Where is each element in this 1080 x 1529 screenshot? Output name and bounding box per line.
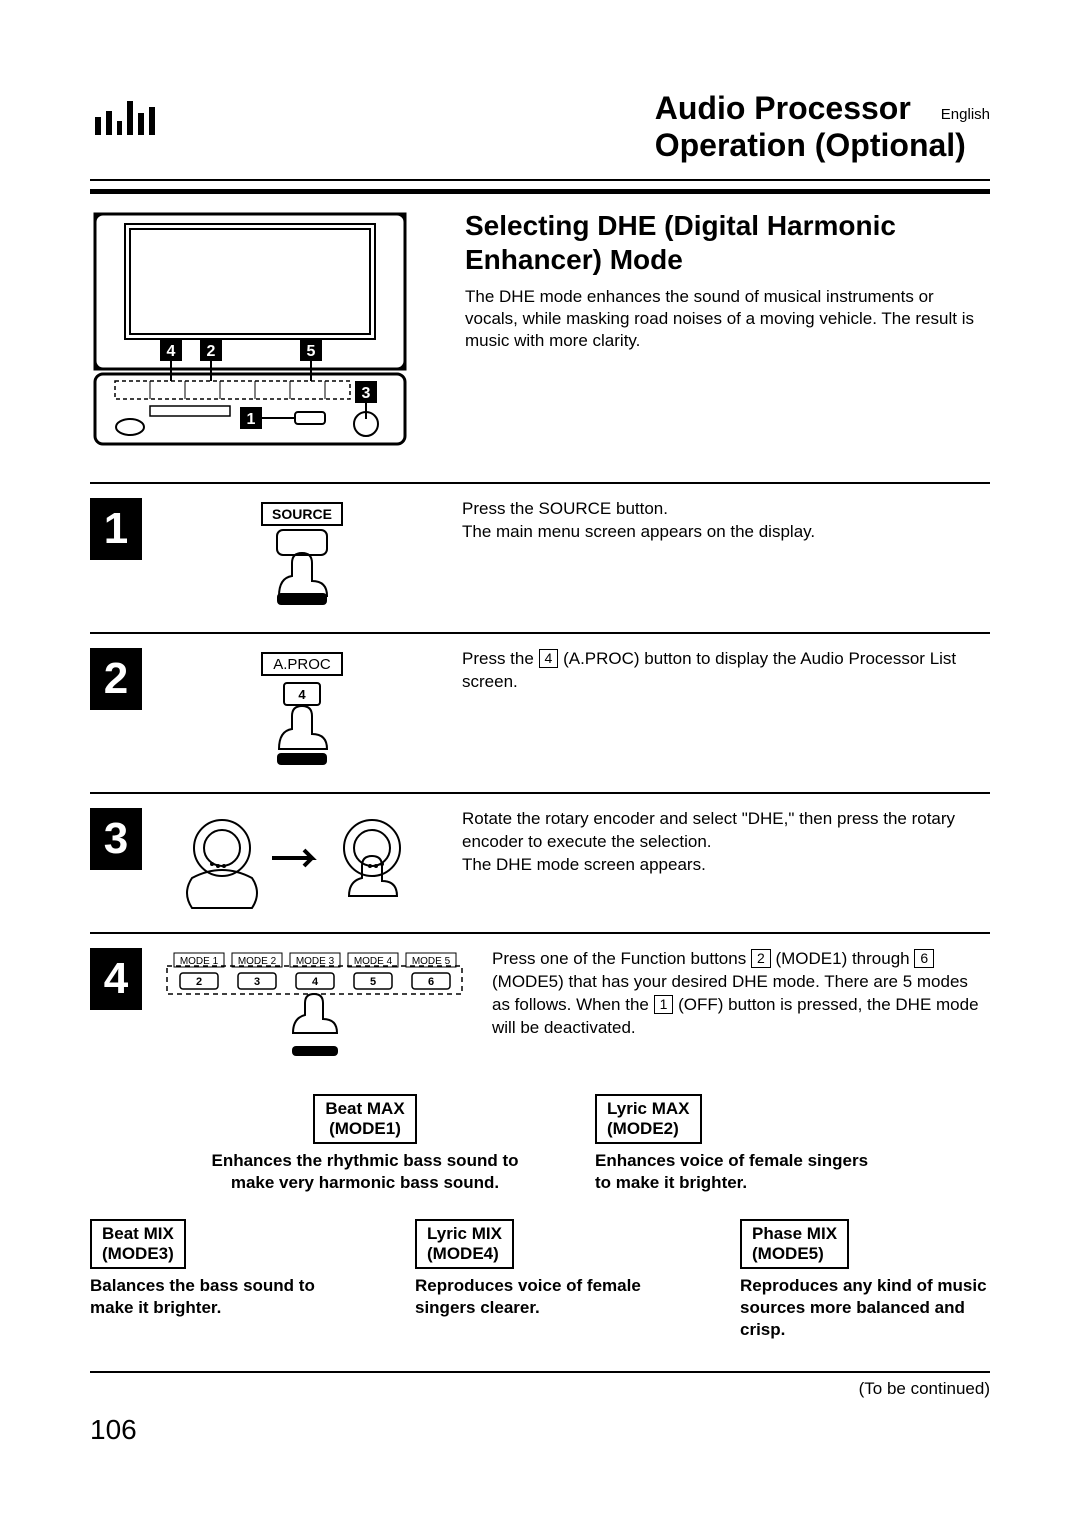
language-label: English (941, 106, 990, 123)
step-2: 2 A.PROC 4 Press the 4 (A.PROC) button t… (90, 642, 990, 784)
header-title-1: Audio Processor (655, 90, 911, 127)
step-number: 2 (90, 648, 142, 710)
step-4-text: Press one of the Function buttons 2 (MOD… (492, 948, 990, 1040)
svg-text:MODE 2: MODE 2 (238, 956, 277, 967)
step-number: 1 (90, 498, 142, 560)
page-header: Audio Processor English Operation (Optio… (90, 90, 990, 164)
continued-label: (To be continued) (90, 1379, 990, 1399)
svg-text:4: 4 (298, 687, 306, 702)
modes-section: Beat MAX(MODE1) Enhances the rhythmic ba… (90, 1094, 990, 1341)
key-4-icon: 4 (539, 649, 559, 668)
svg-text:3: 3 (254, 976, 260, 988)
svg-text:A.PROC: A.PROC (273, 656, 331, 673)
svg-text:SOURCE: SOURCE (272, 506, 332, 522)
intro-text: The DHE mode enhances the sound of music… (465, 286, 990, 352)
step-4: 4 MODE 1 MODE 2 MODE 3 MODE 4 MODE 5 2 3… (90, 942, 990, 1074)
svg-text:MODE 5: MODE 5 (412, 956, 451, 967)
mode1-title: Beat MAX(MODE1) (313, 1094, 416, 1144)
mode1-desc: Enhances the rhythmic bass sound to make… (205, 1150, 525, 1194)
key-6-icon: 6 (914, 949, 934, 968)
key-1-icon: 1 (654, 995, 674, 1014)
step-1-text: Press the SOURCE button. The main menu s… (462, 498, 990, 544)
svg-text:1: 1 (247, 411, 256, 428)
mode5-desc: Reproduces any kind of music sources mor… (740, 1275, 990, 1341)
mode5-title: Phase MIX(MODE5) (740, 1219, 849, 1269)
step-3-illustration (162, 808, 442, 918)
step-3: 3 Rotate the rotary encoder and select "… (90, 802, 990, 924)
mode3-desc: Balances the bass sound to make it brigh… (90, 1275, 340, 1319)
svg-text:6: 6 (428, 976, 434, 988)
svg-text:MODE 3: MODE 3 (296, 956, 335, 967)
step-2-illustration: A.PROC 4 (162, 648, 442, 778)
step-number: 4 (90, 948, 142, 1010)
svg-text:MODE 1: MODE 1 (180, 956, 219, 967)
step-number: 3 (90, 808, 142, 870)
header-title-2: Operation (Optional) (655, 127, 990, 164)
svg-text:4: 4 (167, 343, 176, 360)
section-heading: Selecting DHE (Digital Harmonic Enhancer… (465, 209, 990, 276)
mode4-title: Lyric MIX(MODE4) (415, 1219, 514, 1269)
device-illustration: 4 2 5 3 1 (90, 209, 435, 474)
step-3-text: Rotate the rotary encoder and select "DH… (462, 808, 990, 877)
svg-text:2: 2 (196, 976, 202, 988)
key-2-icon: 2 (751, 949, 771, 968)
svg-text:4: 4 (312, 976, 319, 988)
step-4-illustration: MODE 1 MODE 2 MODE 3 MODE 4 MODE 5 2 3 4… (162, 948, 472, 1068)
mode4-desc: Reproduces voice of female singers clear… (415, 1275, 665, 1319)
step-1-illustration: SOURCE (162, 498, 442, 618)
svg-text:3: 3 (362, 385, 371, 402)
svg-text:MODE 4: MODE 4 (354, 956, 393, 967)
svg-text:2: 2 (207, 343, 216, 360)
step-1: 1 SOURCE Press the SOURCE button. The ma… (90, 492, 990, 624)
page-number: 106 (90, 1414, 990, 1446)
mode2-title: Lyric MAX(MODE2) (595, 1094, 702, 1144)
svg-text:5: 5 (307, 343, 316, 360)
mode3-title: Beat MIX(MODE3) (90, 1219, 186, 1269)
brand-logo (90, 90, 155, 135)
mode2-desc: Enhances voice of female singers to make… (595, 1150, 875, 1194)
step-2-text: Press the 4 (A.PROC) button to display t… (462, 648, 990, 694)
svg-text:5: 5 (370, 976, 376, 988)
